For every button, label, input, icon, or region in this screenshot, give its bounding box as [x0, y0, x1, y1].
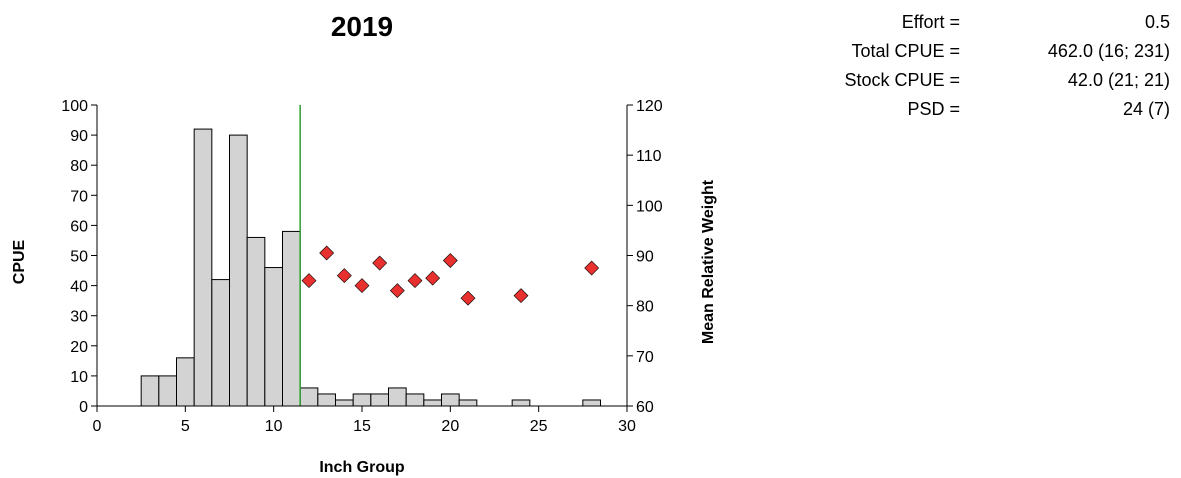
bar	[423, 399, 443, 407]
stat-row: Stock CPUE = 42.0 (21; 21)	[780, 66, 1170, 95]
stat-value: 24 (7)	[1122, 99, 1170, 119]
scatter-point	[372, 255, 388, 271]
y-axis-label: CPUE	[11, 239, 28, 284]
stat-label: Effort =	[901, 12, 960, 32]
bar	[264, 267, 284, 407]
y2-tick-label: 110	[636, 148, 662, 165]
stat-row: Total CPUE = 462.0 (16; 231)	[780, 37, 1170, 66]
bar	[405, 393, 425, 407]
x-tick-label: 0	[93, 418, 102, 435]
bar	[335, 399, 354, 407]
bar	[176, 357, 195, 407]
y2-tick-label: 100	[636, 198, 663, 215]
bar	[511, 399, 531, 407]
cpue-chart: 0 10 20 30 40 50 60 70 80 90 100 60 70 80 90 100 110 120 0…	[11, 11, 717, 476]
y2-tick-label: 70	[636, 349, 654, 366]
scatter-point	[336, 268, 352, 283]
bar	[246, 236, 266, 407]
y-tick-label: 0	[79, 399, 88, 416]
bar	[211, 279, 230, 407]
y2-tick-label: 80	[636, 299, 654, 316]
x-axis-label: Inch Group	[319, 459, 405, 476]
y2-tick-label: 90	[636, 249, 654, 266]
x-tick-label: 10	[265, 418, 283, 435]
scatter-point	[407, 273, 423, 289]
y2-tick-label: 120	[636, 98, 663, 115]
stat-value: 0.5	[1144, 12, 1170, 32]
y-tick-label: 60	[70, 218, 88, 235]
y2-axis-label: Mean Relative Weight	[700, 179, 717, 344]
scatter-point	[425, 270, 441, 286]
stat-label: Total CPUE =	[851, 41, 960, 61]
bar	[193, 128, 213, 407]
y-tick-label: 20	[70, 339, 88, 356]
bar	[582, 399, 601, 407]
bar	[370, 393, 390, 407]
stat-label: Stock CPUE =	[844, 70, 960, 90]
bar	[282, 230, 301, 407]
y-tick-label: 30	[70, 309, 88, 326]
markers-layer	[301, 245, 600, 306]
x-tick-label: 5	[181, 418, 190, 435]
scatter-point	[389, 283, 405, 299]
stat-value: 462.0 (16; 231)	[1047, 41, 1170, 61]
x-tick-label: 25	[530, 418, 548, 435]
y-tick-label: 50	[70, 249, 88, 266]
bar	[352, 393, 372, 407]
scatter-point	[354, 278, 370, 294]
y-tick-label: 40	[70, 279, 88, 296]
bar	[140, 375, 160, 407]
y-tick-label: 100	[61, 98, 88, 115]
y-tick-label: 70	[70, 188, 88, 205]
scatter-point	[442, 253, 458, 268]
y2-tick-label: 60	[636, 399, 654, 416]
stats-panel: Effort = 0.5 Total CPUE = 462.0 (16; 231) St…	[780, 8, 1170, 124]
chart-title: 2019	[331, 11, 393, 42]
bars-layer	[140, 128, 601, 407]
scatter-point	[460, 290, 476, 306]
scatter-point	[319, 245, 335, 261]
stat-row: PSD = 24 (7)	[780, 95, 1170, 124]
bar	[458, 399, 478, 407]
bar	[158, 375, 177, 407]
stat-label: PSD =	[907, 99, 960, 119]
bar	[229, 134, 248, 407]
bar	[441, 393, 460, 407]
x-tick-label: 30	[618, 418, 636, 435]
y-tick-label: 80	[70, 158, 88, 175]
stat-row: Effort = 0.5	[780, 8, 1170, 37]
y-tick-label: 10	[70, 369, 88, 386]
y-tick-label: 90	[70, 128, 88, 145]
x-tick-label: 15	[353, 418, 371, 435]
scatter-point	[301, 273, 317, 289]
bar	[299, 387, 319, 407]
stat-value: 42.0 (21; 21)	[1067, 70, 1170, 90]
scatter-point	[513, 288, 529, 304]
bar	[388, 387, 407, 407]
scatter-point	[584, 260, 600, 276]
bar	[317, 393, 337, 407]
x-tick-label: 20	[441, 418, 459, 435]
axes-layer: 0 10 20 30 40 50 60 70 80 90 100 60 70 80 90 100 110 120 0…	[61, 98, 663, 435]
